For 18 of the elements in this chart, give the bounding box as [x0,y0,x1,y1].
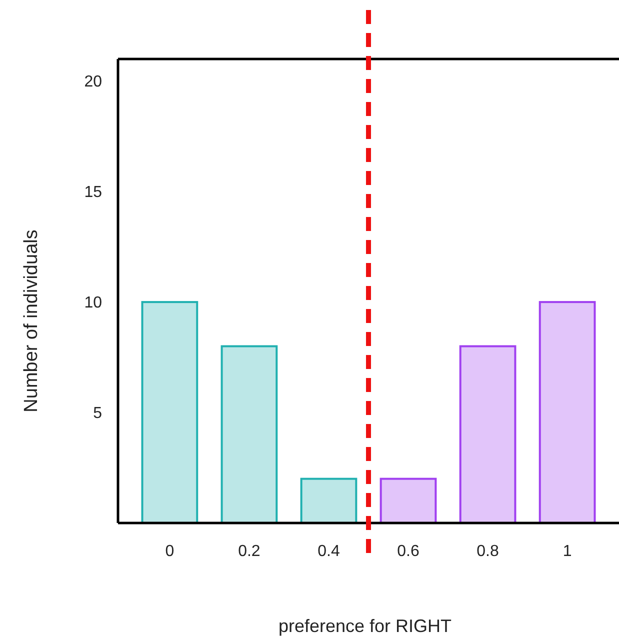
x-tick-label: 1 [562,543,572,560]
y-tick-label: 10 [84,294,102,312]
y-tick-label: 20 [84,74,102,91]
x-axis-title: preference for RIGHT [278,616,452,636]
bar [380,478,437,524]
x-tick-label: 0.6 [397,543,420,560]
y-tick-label: 5 [93,405,102,422]
x-tick-label: 0.8 [476,543,500,560]
y-axis-title: Number of individuals [21,230,42,412]
bar [538,301,596,524]
y-tick-label: 15 [84,184,102,202]
bar [300,478,358,524]
bar [220,345,278,524]
bar [459,345,516,524]
bar [141,301,198,524]
x-tick-label: 0.2 [238,543,260,560]
x-tick-label: 0 [165,543,174,560]
x-tick-label: 0.4 [318,543,340,560]
